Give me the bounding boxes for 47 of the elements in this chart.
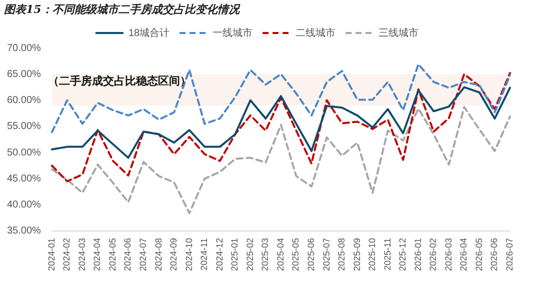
y-tick-label: 40.00%	[6, 200, 42, 211]
x-tick-label: 2026-02	[428, 238, 438, 271]
x-tick-label: 2024-04	[92, 238, 102, 271]
x-tick-label: 2026-07	[504, 238, 514, 271]
legend-label: 一线城市	[212, 26, 253, 39]
y-tick-label: 60.00%	[6, 95, 42, 106]
x-tick-label: 2024-11	[199, 238, 210, 270]
x-tick-label: 2025-02	[244, 238, 255, 271]
line-series	[50, 72, 511, 182]
x-tick-label: 2026-03	[443, 238, 454, 271]
x-tick-label: 2025-07	[321, 238, 332, 271]
chart-title: 图表15：不同能级城市二手房成交占比变化情况	[4, 2, 240, 17]
y-tick-label: 50.00%	[6, 147, 42, 158]
x-tick-label: 2026-06	[489, 238, 500, 271]
x-tick-label: 2025-10	[367, 238, 378, 271]
y-tick-label: 65.00%	[6, 68, 42, 80]
y-tick-label: 45.00%	[6, 173, 42, 184]
x-tick-label: 2024-02	[62, 238, 72, 271]
x-tick-label: 2024-06	[122, 238, 133, 271]
y-tick-label: 35.00%	[6, 226, 42, 237]
x-tick-label: 2025-04	[275, 238, 286, 271]
x-tick-label: 2025-11	[382, 238, 392, 270]
x-tick-label: 2024-10	[184, 238, 194, 271]
x-tick-label: 2024-07	[138, 238, 148, 271]
x-tick-label: 2025-06	[306, 238, 316, 271]
line-series	[50, 106, 511, 214]
y-tick-label: 55.00%	[6, 121, 42, 132]
y-tick-label: 70.00%	[6, 42, 42, 54]
x-tick-label: 2026-05	[474, 238, 484, 271]
x-tick-label: 2024-03	[76, 238, 87, 271]
x-tick-label: 2025-12	[398, 238, 408, 271]
x-tick-label: 2025-08	[336, 238, 347, 271]
legend-label: 二线城市	[296, 26, 336, 39]
x-tick-label: 2024-12	[214, 238, 224, 271]
legend-label: 三线城市	[378, 26, 419, 39]
x-tick-label: 2025-05	[290, 238, 301, 271]
x-tick-label: 2024-08	[153, 238, 164, 271]
x-tick-label: 2026-01	[412, 238, 423, 271]
x-tick-label: 2025-03	[260, 238, 270, 271]
x-tick-label: 2025-09	[352, 238, 362, 271]
x-tick-label: 2024-05	[107, 238, 118, 271]
x-tick-label: 2025-01	[230, 238, 240, 271]
legend-label: 18城合计	[128, 26, 170, 39]
x-tick-label: 2024-09	[168, 238, 179, 271]
line-series	[50, 63, 511, 134]
x-tick-label: 2026-04	[458, 238, 469, 271]
x-tick-label: 2024-01	[46, 238, 56, 271]
